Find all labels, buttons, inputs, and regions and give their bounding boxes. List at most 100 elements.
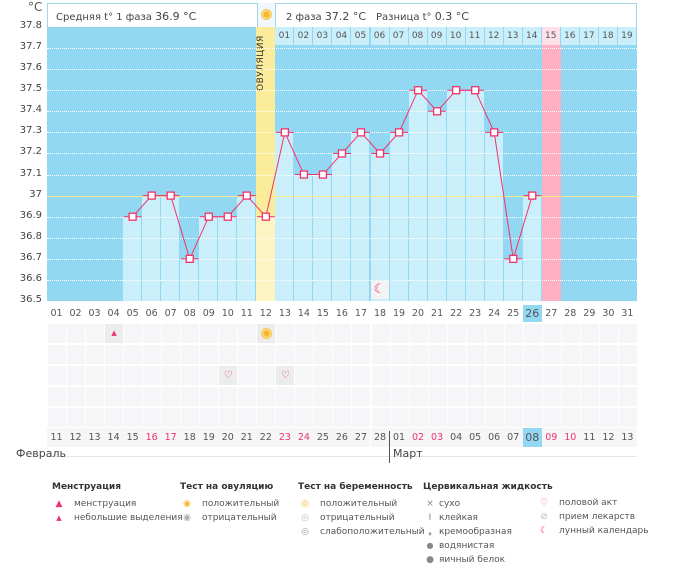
symptom-cell[interactable] (390, 387, 409, 406)
cycle-day-label[interactable]: 19 (392, 308, 406, 319)
symptom-cell[interactable] (504, 366, 523, 385)
symptom-cell[interactable] (276, 408, 295, 427)
temperature-point[interactable] (223, 212, 232, 221)
cycle-day-label[interactable]: 13 (278, 308, 291, 319)
date-label[interactable]: 01 (389, 428, 409, 447)
symptom-cell[interactable] (48, 345, 66, 364)
symptom-cell[interactable] (504, 408, 523, 427)
temperature-point[interactable] (128, 212, 137, 221)
ovulation-positive-icon[interactable] (257, 324, 276, 343)
symptom-cell[interactable] (447, 345, 466, 364)
cycle-day-label[interactable]: 06 (145, 308, 158, 319)
symptom-cell[interactable] (409, 408, 428, 427)
symptom-cell[interactable] (428, 345, 447, 364)
symptom-cell[interactable] (86, 387, 105, 406)
cycle-day-label[interactable]: 23 (469, 308, 482, 319)
symptom-cell[interactable] (86, 324, 105, 343)
date-label[interactable]: 20 (218, 428, 238, 447)
symptom-cell[interactable] (219, 324, 238, 343)
symptom-cell[interactable] (257, 408, 276, 427)
symptom-cell[interactable] (257, 366, 276, 385)
symptom-cell[interactable] (409, 324, 428, 343)
symptom-cell[interactable] (238, 387, 257, 406)
symptom-cell[interactable] (314, 345, 333, 364)
symptom-cell[interactable] (314, 366, 333, 385)
symptom-cell[interactable] (542, 324, 561, 343)
symptom-cell[interactable] (295, 387, 314, 406)
temperature-point[interactable] (147, 191, 156, 200)
symptom-cell[interactable] (599, 345, 618, 364)
temperature-point[interactable] (375, 149, 385, 158)
cycle-day-label[interactable]: 30 (602, 308, 615, 319)
date-label[interactable]: 18 (180, 428, 200, 447)
symptom-cell[interactable] (333, 324, 352, 343)
symptom-cell[interactable] (200, 408, 219, 427)
date-label[interactable]: 07 (503, 428, 523, 447)
symptom-cell[interactable] (333, 408, 352, 427)
heart-icon[interactable]: ♡ (276, 366, 295, 385)
symptom-cell[interactable] (238, 408, 257, 427)
symptom-cell[interactable] (428, 408, 447, 427)
symptom-cell[interactable] (48, 324, 66, 343)
symptom-cell[interactable] (143, 387, 162, 406)
symptom-cell[interactable] (219, 387, 238, 406)
symptom-cell[interactable] (371, 366, 390, 385)
symptom-cell[interactable] (504, 324, 523, 343)
date-label[interactable]: 19 (199, 428, 219, 447)
symptom-cell[interactable] (238, 324, 257, 343)
symptom-cell[interactable] (352, 324, 371, 343)
symptom-cell[interactable] (86, 345, 105, 364)
temperature-point[interactable] (280, 128, 290, 137)
symptom-cell[interactable] (67, 366, 86, 385)
symptom-cell[interactable] (276, 387, 295, 406)
symptom-cell[interactable] (48, 387, 66, 406)
symptom-cell[interactable] (352, 345, 371, 364)
symptom-cell[interactable] (67, 387, 86, 406)
cycle-day-label[interactable]: 20 (412, 308, 425, 319)
symptom-cell[interactable] (48, 408, 66, 427)
cycle-day-label[interactable]: 01 (50, 308, 63, 319)
spotting-icon[interactable]: ▲ (105, 324, 124, 343)
symptom-cell[interactable] (542, 366, 561, 385)
symptom-cell[interactable] (181, 324, 200, 343)
symptom-cell[interactable] (599, 408, 618, 427)
date-label[interactable]: 02 (408, 428, 428, 447)
symptom-cell[interactable] (162, 408, 181, 427)
cycle-day-label[interactable]: 04 (107, 308, 120, 319)
symptom-cell[interactable] (390, 345, 409, 364)
symptom-cell[interactable] (599, 366, 618, 385)
temperature-point[interactable] (261, 212, 270, 221)
symptom-cell[interactable] (295, 408, 314, 427)
cycle-day-label[interactable]: 15 (316, 308, 329, 319)
symptom-cell[interactable] (580, 408, 599, 427)
temperature-point[interactable] (432, 107, 442, 116)
cycle-day-label[interactable]: 24 (488, 308, 501, 319)
symptom-cell[interactable] (295, 366, 314, 385)
temperature-point[interactable] (242, 191, 251, 200)
date-label[interactable]: 03 (427, 428, 447, 447)
date-label[interactable]: 26 (332, 428, 352, 447)
date-label[interactable]: 13 (617, 428, 637, 447)
symptom-cell[interactable] (200, 345, 219, 364)
symptom-cell[interactable] (390, 366, 409, 385)
cycle-day-label[interactable]: 22 (450, 308, 463, 319)
cycle-day-label[interactable]: 05 (126, 308, 139, 319)
heart-icon[interactable]: ♡ (219, 366, 238, 385)
symptom-cell[interactable] (314, 408, 333, 427)
symptom-cell[interactable] (143, 324, 162, 343)
date-label[interactable]: 14 (104, 428, 124, 447)
cycle-day-label[interactable]: 26 (522, 305, 542, 322)
symptom-cell[interactable] (580, 366, 599, 385)
temperature-point[interactable] (528, 191, 537, 200)
symptom-cell[interactable] (105, 366, 124, 385)
symptom-cell[interactable] (466, 345, 485, 364)
date-label[interactable]: 28 (370, 428, 390, 447)
symptom-cell[interactable] (466, 408, 485, 427)
date-label[interactable]: 27 (351, 428, 371, 447)
cycle-day-label[interactable]: 07 (164, 308, 177, 319)
symptom-cell[interactable] (371, 408, 390, 427)
symptom-cell[interactable] (580, 345, 599, 364)
symptom-cell[interactable] (352, 366, 371, 385)
symptom-cell[interactable] (561, 387, 580, 406)
symptom-cell[interactable] (86, 366, 105, 385)
